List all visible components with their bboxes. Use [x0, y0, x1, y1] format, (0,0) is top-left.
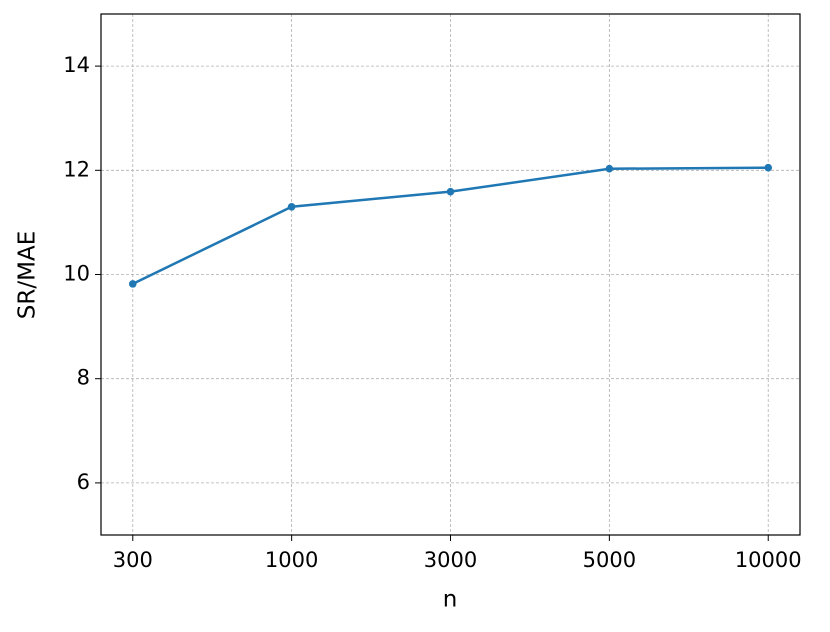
x-tick-label: 3000: [424, 548, 477, 572]
data-point: [764, 163, 773, 172]
y-tick-label: 14: [63, 53, 90, 77]
x-tick-label: 1000: [265, 548, 318, 572]
y-tick-label: 6: [77, 470, 90, 494]
plot-frame: [100, 13, 801, 536]
data-point: [128, 280, 137, 288]
y-tick-label: 8: [77, 366, 90, 390]
x-tick-label: 5000: [583, 548, 636, 572]
y-tick-label: 10: [63, 262, 90, 286]
y-tick-label: 12: [63, 157, 90, 181]
data-point: [287, 202, 296, 211]
y-axis-label: SR/MAE: [15, 231, 41, 319]
x-tick-label: 10000: [735, 548, 802, 572]
data-point: [605, 164, 614, 173]
x-tick-label: 300: [113, 548, 153, 572]
x-axis-label: n: [443, 587, 458, 613]
data-point: [446, 187, 455, 196]
